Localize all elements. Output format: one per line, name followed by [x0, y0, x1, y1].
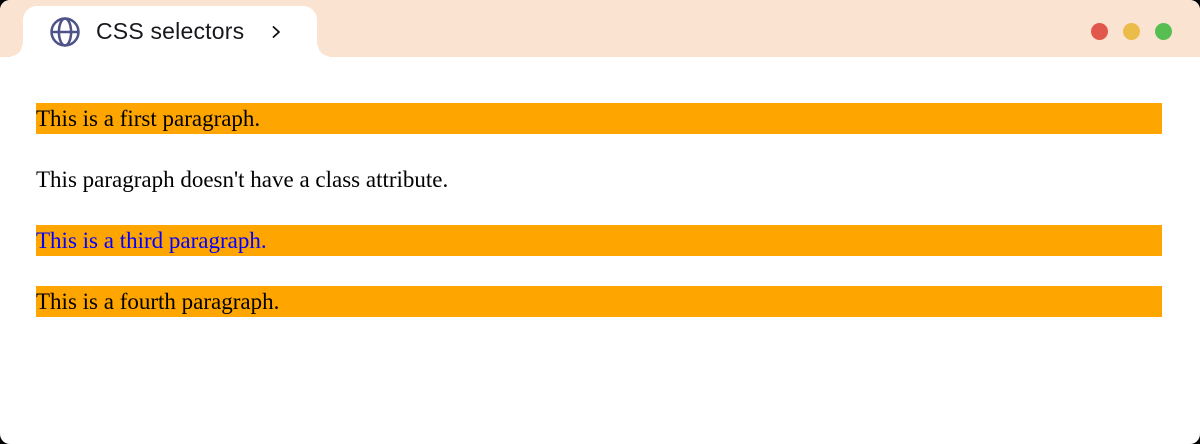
chevron-right-icon[interactable]: [268, 24, 284, 40]
paragraph-fourth: This is a fourth paragraph.: [36, 286, 1162, 317]
paragraph-first: This is a first paragraph.: [36, 103, 1162, 134]
globe-icon: [48, 15, 82, 49]
window-control-minimize[interactable]: [1123, 23, 1140, 40]
window-control-close[interactable]: [1091, 23, 1108, 40]
browser-tab[interactable]: CSS selectors: [11, 6, 329, 57]
paragraph-third: This is a third paragraph.: [36, 225, 1162, 256]
window-controls: [1091, 23, 1172, 40]
page-content: This is a first paragraph. This paragrap…: [0, 57, 1200, 317]
paragraph-no-class: This paragraph doesn't have a class attr…: [36, 167, 449, 192]
tab-title: CSS selectors: [96, 18, 245, 44]
browser-header: CSS selectors: [0, 0, 1200, 57]
window-control-maximize[interactable]: [1155, 23, 1172, 40]
